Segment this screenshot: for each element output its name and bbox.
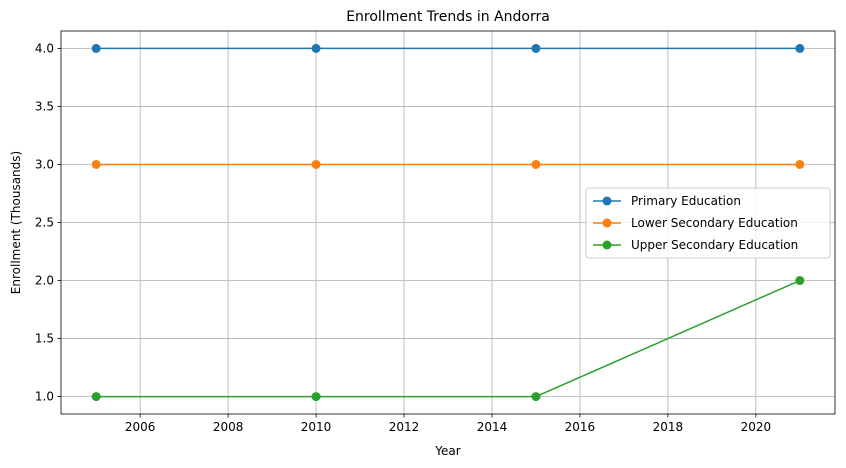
data-point bbox=[91, 159, 101, 169]
x-tick-label: 2014 bbox=[477, 420, 508, 434]
series-1 bbox=[91, 43, 805, 53]
data-point bbox=[795, 43, 805, 53]
x-tick-label: 2008 bbox=[213, 420, 244, 434]
chart-title: Enrollment Trends in Andorra bbox=[346, 9, 550, 25]
y-tick-label: 2.0 bbox=[35, 274, 54, 288]
data-point bbox=[91, 392, 101, 402]
legend-label: Lower Secondary Education bbox=[631, 216, 798, 230]
ticks: 2006 2008 2010 2012 2014 2016 2018 2020 1.0 1.5 2.… bbox=[35, 41, 771, 434]
series-2 bbox=[91, 159, 805, 169]
legend-item: Primary Education bbox=[593, 194, 741, 208]
series-3 bbox=[91, 276, 805, 402]
y-tick-label: 3.0 bbox=[35, 157, 54, 171]
legend-item: Lower Secondary Education bbox=[593, 216, 798, 230]
data-point bbox=[91, 43, 101, 53]
data-point bbox=[795, 276, 805, 286]
x-axis-label: Year bbox=[434, 444, 460, 458]
legend-label: Upper Secondary Education bbox=[631, 238, 798, 252]
x-tick-label: 2010 bbox=[301, 420, 332, 434]
y-tick-label: 4.0 bbox=[35, 41, 54, 55]
x-tick-label: 2018 bbox=[653, 420, 684, 434]
data-point bbox=[531, 159, 541, 169]
y-tick-label: 1.0 bbox=[35, 390, 54, 404]
legend-label: Primary Education bbox=[631, 194, 741, 208]
legend-item: Upper Secondary Education bbox=[593, 238, 798, 252]
data-point bbox=[531, 43, 541, 53]
series-line bbox=[96, 279, 801, 398]
data-point bbox=[311, 392, 321, 402]
legend-marker bbox=[602, 218, 612, 228]
y-tick-label: 3.5 bbox=[35, 99, 54, 113]
legend-box bbox=[585, 187, 831, 259]
y-tick-label: 2.5 bbox=[35, 216, 54, 230]
data-point bbox=[311, 43, 321, 53]
data-point bbox=[531, 392, 541, 402]
y-axis-label: Enrollment (Thousands) bbox=[9, 151, 23, 294]
legend: Primary Education Lower Secondary Educati… bbox=[585, 187, 831, 259]
data-point bbox=[311, 159, 321, 169]
x-tick-label: 2006 bbox=[125, 420, 156, 434]
x-tick-label: 2016 bbox=[565, 420, 596, 434]
series-layer bbox=[91, 43, 805, 402]
x-tick-label: 2020 bbox=[741, 420, 772, 434]
y-tick-label: 1.5 bbox=[35, 332, 54, 346]
data-point bbox=[795, 159, 805, 169]
legend-marker bbox=[602, 196, 612, 206]
x-tick-label: 2012 bbox=[389, 420, 420, 434]
legend-marker bbox=[602, 240, 612, 250]
